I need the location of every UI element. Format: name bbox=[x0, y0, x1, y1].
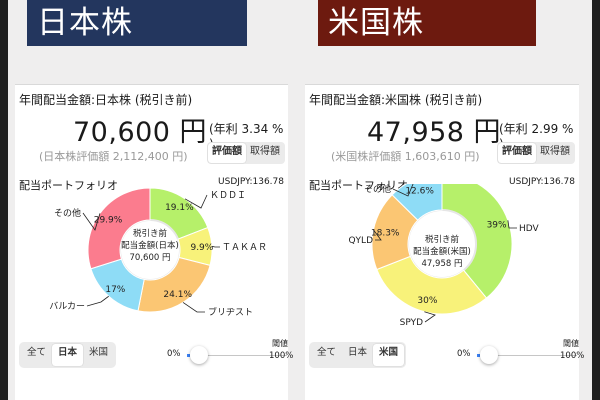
annual-dividend-label: 年間配当金額:日本株 (税引き前) bbox=[19, 93, 193, 107]
callout-line bbox=[82, 212, 101, 231]
donut-slice-その他[interactable] bbox=[87, 187, 151, 270]
slider-min-label: 0% bbox=[167, 349, 181, 359]
threshold-slider-fill bbox=[187, 354, 190, 357]
basis-toggle: 評価額 取得額 bbox=[207, 142, 285, 164]
slice-percent-label: 18.3% bbox=[371, 228, 400, 238]
slice-name-label: ＫＤＤＩ bbox=[210, 191, 246, 201]
divider bbox=[305, 84, 579, 85]
threshold-slider-knob[interactable] bbox=[190, 346, 208, 364]
japan-portfolio-donut-chart: 19.1% ＫＤＤＩ 9.9% ＴＡＫＡＲ 24.1% ブリヂスト 17% バルカー 29.9%… bbox=[49, 187, 267, 318]
portfolio-title: 配当ポートフォリオ bbox=[19, 179, 118, 192]
dividend-amount: 70,600 円 bbox=[73, 117, 208, 148]
filter-all[interactable]: 全て bbox=[317, 347, 337, 358]
slice-name-label: その他 bbox=[364, 184, 391, 195]
callout-line bbox=[184, 194, 208, 209]
portfolio-title: 配当ポートフォリオ bbox=[309, 179, 408, 192]
callout-line bbox=[424, 311, 436, 323]
slice-percent-label: 24.1% bbox=[163, 290, 192, 300]
callout-line bbox=[182, 302, 205, 313]
callout-line bbox=[507, 220, 517, 229]
slice-percent-label: 19.1% bbox=[165, 203, 194, 213]
us-dividend-panel: 年間配当金額:米国株 (税引き前) 47,958 円 (年利 2.99 % ) … bbox=[305, 84, 584, 400]
center-line-1: 税引き前 bbox=[132, 229, 167, 239]
cost-basis-button[interactable]: 取得額 bbox=[250, 146, 280, 157]
slice-percent-label: 12.6% bbox=[405, 186, 434, 196]
valuation-basis-button[interactable]: 評価額 bbox=[208, 143, 246, 163]
slice-name-label: ＴＡＫＡＲ bbox=[222, 243, 267, 253]
threshold-slider-track[interactable] bbox=[477, 355, 577, 356]
market-filter: 全て 日本 米国 bbox=[19, 342, 117, 368]
annual-dividend-label: 年間配当金額:米国株 (税引き前) bbox=[309, 93, 483, 107]
slice-name-label: ブリヂスト bbox=[208, 306, 253, 318]
slice-percent-label: 17% bbox=[105, 285, 125, 295]
slider-max-label: 100% bbox=[560, 351, 585, 361]
us-portfolio-donut-chart: 39% HDV 30% SPYD 18.3%QYLD 12.6% その他 bbox=[348, 184, 540, 328]
right-edge-strip bbox=[592, 0, 600, 400]
usdjpy-rate: USDJPY:136.78 bbox=[218, 177, 284, 187]
slice-percent-label: 30% bbox=[417, 296, 437, 306]
japan-stocks-banner: 日本株 bbox=[27, 0, 247, 46]
donut-center-label: 税引き前 配当金額(日本) 70,600 円 bbox=[105, 228, 195, 264]
callout-line bbox=[373, 229, 382, 241]
slice-name-label: HDV bbox=[519, 224, 540, 234]
slice-name-label: SPYD bbox=[400, 318, 423, 328]
center-line-3: 47,958 円 bbox=[421, 259, 463, 269]
callout-line bbox=[211, 245, 220, 248]
valuation-text: (日本株評価額 2,112,400 円) bbox=[39, 150, 188, 163]
market-filter: 全て 日本 米国 bbox=[309, 342, 407, 368]
center-line-2: 配当金額(米国) bbox=[413, 247, 471, 257]
filter-japan[interactable]: 日本 bbox=[348, 347, 368, 358]
threshold-label: 閾値 bbox=[563, 339, 579, 348]
divider bbox=[15, 84, 288, 85]
slice-name-label: QYLD bbox=[348, 236, 373, 246]
donut-slice-その他[interactable] bbox=[391, 184, 443, 221]
slice-percent-label: 39% bbox=[487, 220, 507, 230]
donut-slice-SPYD[interactable] bbox=[376, 255, 488, 315]
filter-us[interactable]: 米国 bbox=[373, 344, 405, 366]
usdjpy-rate: USDJPY:136.78 bbox=[509, 177, 575, 187]
filter-all[interactable]: 全て bbox=[27, 347, 47, 358]
callout-line bbox=[86, 295, 109, 307]
valuation-basis-button[interactable]: 評価額 bbox=[498, 143, 536, 163]
donut-center-label: 税引き前 配当金額(米国) 47,958 円 bbox=[397, 234, 487, 270]
valuation-text: (米国株評価額 1,603,610 円) bbox=[331, 150, 480, 163]
slice-percent-label: 29.9% bbox=[94, 215, 123, 225]
slice-name-label: その他 bbox=[54, 207, 81, 219]
threshold-slider-knob[interactable] bbox=[480, 346, 498, 364]
filter-japan[interactable]: 日本 bbox=[52, 344, 84, 366]
cost-basis-button[interactable]: 取得額 bbox=[540, 146, 570, 157]
filter-us[interactable]: 米国 bbox=[89, 347, 109, 358]
threshold-slider-track[interactable] bbox=[187, 355, 287, 356]
threshold-slider-fill bbox=[477, 354, 480, 357]
us-stocks-banner: 米国株 bbox=[318, 0, 536, 46]
dividend-amount: 47,958 円 bbox=[367, 117, 502, 148]
slider-max-label: 100% bbox=[269, 351, 294, 361]
center-line-1: 税引き前 bbox=[424, 235, 459, 245]
slice-percent-label: 9.9% bbox=[190, 243, 213, 253]
left-edge-strip bbox=[0, 0, 8, 400]
slice-name-label: バルカー bbox=[49, 301, 85, 312]
center-line-3: 70,600 円 bbox=[129, 253, 171, 263]
japan-dividend-panel: 年間配当金額:日本株 (税引き前) 70,600 円 (年利 3.34 % ) … bbox=[15, 84, 293, 400]
threshold-label: 閾値 bbox=[272, 339, 288, 348]
donut-slice-ブリヂスト[interactable] bbox=[137, 256, 211, 313]
callout-line bbox=[392, 184, 414, 197]
basis-toggle: 評価額 取得額 bbox=[497, 142, 575, 164]
slider-min-label: 0% bbox=[457, 349, 471, 359]
center-line-2: 配当金額(日本) bbox=[121, 241, 179, 251]
